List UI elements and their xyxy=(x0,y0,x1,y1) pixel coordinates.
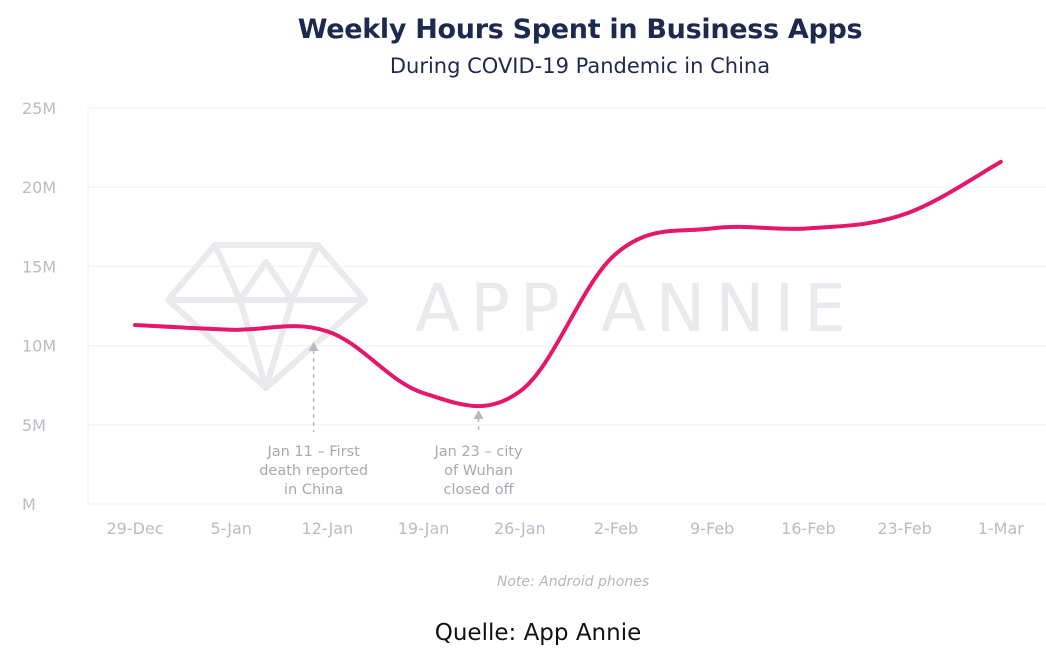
annotations: Jan 11 – First death reported in China Jan … xyxy=(259,342,523,498)
diamond-logo-icon xyxy=(165,242,368,391)
x-tick-label: 26-Jan xyxy=(494,519,546,538)
gridlines xyxy=(87,107,1046,505)
y-tick-label: 20M xyxy=(22,178,56,197)
x-tick-label: 19-Jan xyxy=(398,519,450,538)
y-tick-label: 15M xyxy=(22,257,56,276)
annotation-text: closed off xyxy=(444,482,515,498)
source-caption: Quelle: App Annie xyxy=(434,620,642,646)
annotation-text: in China xyxy=(284,482,343,498)
x-axis-ticks: 29-Dec 5-Jan 12-Jan 19-Jan 26-Jan 2-Feb 9-Feb 1… xyxy=(106,519,1024,538)
chart-subtitle: During COVID-19 Pandemic in China xyxy=(389,54,771,78)
x-tick-label: 2-Feb xyxy=(594,519,638,538)
x-tick-label: 29-Dec xyxy=(106,519,163,538)
x-tick-label: 16-Feb xyxy=(781,519,835,538)
y-axis-ticks: M 5M 10M 15M 20M 25M xyxy=(22,99,56,514)
y-tick-label: M xyxy=(22,495,36,514)
x-tick-label: 5-Jan xyxy=(210,519,252,538)
annotation-text: Jan 23 – city xyxy=(433,444,523,460)
y-tick-label: 5M xyxy=(22,416,46,435)
chart-note: Note: Android phones xyxy=(496,574,650,590)
x-tick-label: 9-Feb xyxy=(690,519,734,538)
y-tick-label: 25M xyxy=(22,99,56,118)
series-layer xyxy=(133,159,1003,409)
annotation-text: Jan 11 – First xyxy=(266,444,360,460)
app-annie-watermark: APP ANNIE xyxy=(165,242,856,391)
annotation-text: of Wuhan xyxy=(444,463,513,479)
watermark-text: APP ANNIE xyxy=(415,270,856,347)
annotation-arrow-icon xyxy=(473,410,484,419)
x-tick-label: 12-Jan xyxy=(302,519,354,538)
series-line xyxy=(133,159,1003,409)
x-tick-label: 1-Mar xyxy=(978,519,1025,538)
x-tick-label: 23-Feb xyxy=(877,519,931,538)
annotation-arrow-icon xyxy=(308,342,319,351)
y-tick-label: 10M xyxy=(22,337,56,356)
chart-title: Weekly Hours Spent in Business Apps xyxy=(297,14,863,45)
annotation-text: death reported xyxy=(259,463,368,479)
